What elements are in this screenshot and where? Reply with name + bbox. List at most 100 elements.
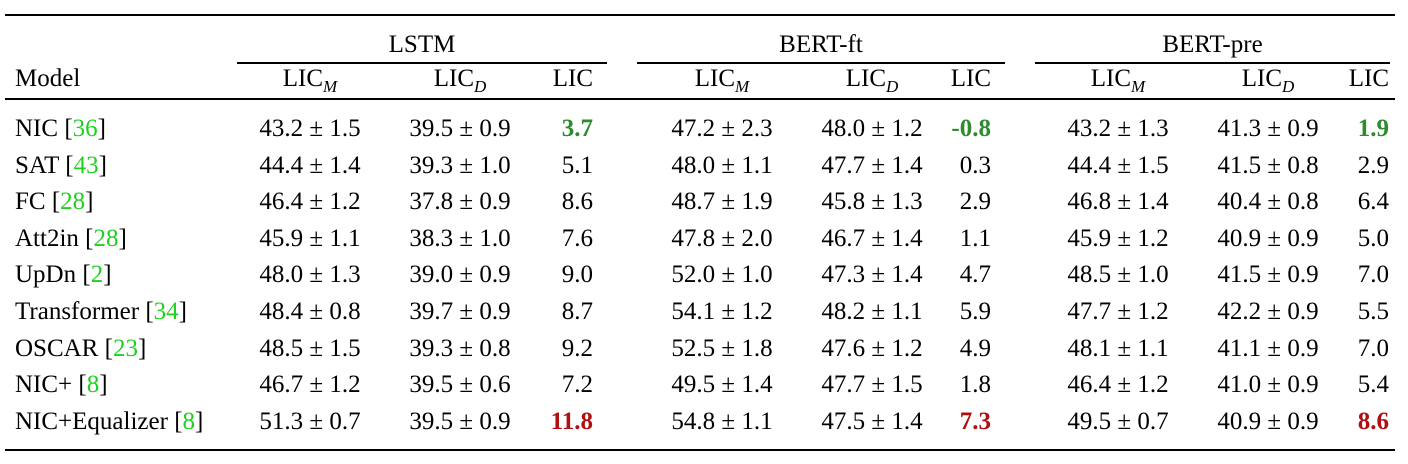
metric-label: LIC xyxy=(694,65,736,92)
lic-m-value: 54.1 ± 1.2 xyxy=(671,298,773,325)
lic-d-value: 39.7 ± 0.9 xyxy=(409,298,511,325)
lic-value: 9.0 xyxy=(561,261,593,289)
lic-m-value: 43.2 ± 1.3 xyxy=(1067,115,1169,142)
model-label: SAT xyxy=(15,151,66,179)
lic-value: 7.2 xyxy=(561,371,593,399)
citation-link: 36 xyxy=(72,115,98,142)
lic-value: 1.9 xyxy=(1357,115,1389,142)
lic-value: 8.6 xyxy=(1357,407,1389,435)
model-name: NIC+Equalizer [8] xyxy=(15,407,204,435)
lic-value: 11.8 xyxy=(550,407,593,435)
lic-value: 0.3 xyxy=(959,151,991,179)
lic-d-value: 41.5 ± 0.8 xyxy=(1217,151,1319,179)
group-header-bert-ft: BERT-ft xyxy=(779,31,863,58)
lic-d-value: 41.1 ± 0.9 xyxy=(1217,334,1319,362)
lic-m-value: 47.8 ± 2.0 xyxy=(671,224,773,252)
citation-link: 34 xyxy=(153,298,179,325)
lic-d-value: 39.3 ± 0.8 xyxy=(409,334,511,362)
lic-value: 7.0 xyxy=(1357,261,1389,289)
model-label: NIC xyxy=(15,115,65,142)
lic-d-value: 39.5 ± 0.9 xyxy=(409,407,511,435)
lic-d-value: 40.4 ± 0.8 xyxy=(1217,188,1319,216)
lic-m-value: 45.9 ± 1.1 xyxy=(259,224,361,252)
lic-d-value: 48.0 ± 1.2 xyxy=(821,115,923,142)
lic-m-value: 45.9 ± 1.2 xyxy=(1067,224,1169,252)
lic-m-value: 49.5 ± 1.4 xyxy=(671,371,773,399)
lic-m-value: 46.4 ± 1.2 xyxy=(1067,371,1169,399)
lic-d-value: 41.0 ± 0.9 xyxy=(1217,371,1319,399)
lic-d-value: 46.7 ± 1.4 xyxy=(821,224,923,252)
lic-m-value: 46.7 ± 1.2 xyxy=(259,371,361,399)
metric-subscript-m: M xyxy=(323,77,338,96)
lic-value: 7.3 xyxy=(959,407,991,435)
metric-label: LIC xyxy=(845,65,886,92)
lic-d-value: 39.3 ± 1.0 xyxy=(409,151,511,179)
lic-d-value: 41.5 ± 0.9 xyxy=(1217,261,1319,289)
group-underline-0 xyxy=(237,62,607,64)
citation-link: 8 xyxy=(86,371,100,399)
model-name: SAT [43] xyxy=(15,151,107,179)
metric-subscript-d: D xyxy=(1282,77,1295,96)
lic-value: 3.7 xyxy=(561,115,593,142)
model-label: NIC+ xyxy=(15,371,79,399)
group-underline-1 xyxy=(637,62,1005,64)
model-label: FC xyxy=(15,188,52,216)
lic-m-value: 47.2 ± 2.3 xyxy=(671,115,773,142)
lic-d-value: 42.2 ± 0.9 xyxy=(1217,298,1319,325)
metric-label: LIC xyxy=(433,65,474,92)
model-label: NIC+Equalizer xyxy=(15,407,175,435)
lic-m-value: 52.0 ± 1.0 xyxy=(671,261,773,289)
metric-header-lic: LIC xyxy=(950,65,991,92)
model-label: UpDn xyxy=(15,261,83,289)
lic-value: 7.6 xyxy=(561,224,593,252)
model-name: Att2in [28] xyxy=(15,224,127,252)
metric-header-lic-m: LICM xyxy=(1043,64,1193,96)
lic-d-value: 48.2 ± 1.1 xyxy=(821,298,923,325)
citation-link: 28 xyxy=(93,224,119,252)
header-rule xyxy=(5,98,1395,100)
metric-subscript-m: M xyxy=(1131,77,1146,96)
group-header-bert-pre: BERT-pre xyxy=(1162,31,1263,58)
lic-m-value: 44.4 ± 1.4 xyxy=(259,151,361,179)
metric-header-lic: LIC xyxy=(1348,65,1389,92)
model-name: UpDn [2] xyxy=(15,261,112,289)
citation-link: 43 xyxy=(73,151,99,179)
lic-d-value: 47.6 ± 1.2 xyxy=(821,334,923,362)
lic-m-value: 44.4 ± 1.5 xyxy=(1067,151,1169,179)
lic-m-value: 46.8 ± 1.4 xyxy=(1067,188,1169,216)
group-underline-2 xyxy=(1035,62,1390,64)
lic-value: 5.1 xyxy=(561,151,593,179)
lic-d-value: 47.5 ± 1.4 xyxy=(821,407,923,435)
model-label: Att2in xyxy=(15,224,86,252)
lic-m-value: 46.4 ± 1.2 xyxy=(259,188,361,216)
metric-header-lic-m: LICM xyxy=(235,64,385,96)
model-name: FC [28] xyxy=(15,188,94,216)
lic-m-value: 51.3 ± 0.7 xyxy=(259,407,361,435)
metric-header-lic: LIC xyxy=(552,65,593,92)
metric-label: LIC xyxy=(1090,65,1132,92)
lic-value: 2.9 xyxy=(1357,151,1389,179)
lic-m-value: 48.5 ± 1.5 xyxy=(259,334,361,362)
lic-value: 5.5 xyxy=(1357,298,1389,325)
lic-d-value: 39.0 ± 0.9 xyxy=(409,261,511,289)
top-rule xyxy=(5,14,1395,16)
lic-d-value: 39.5 ± 0.6 xyxy=(409,371,511,399)
lic-d-value: 47.3 ± 1.4 xyxy=(821,261,923,289)
lic-m-value: 47.7 ± 1.2 xyxy=(1067,298,1169,325)
model-column-header: Model xyxy=(15,65,81,92)
lic-value: 5.9 xyxy=(959,298,991,325)
lic-m-value: 48.7 ± 1.9 xyxy=(671,188,773,216)
lic-value: 1.1 xyxy=(959,224,991,252)
model-name: NIC [36] xyxy=(15,115,106,142)
model-label: Transformer xyxy=(15,298,146,325)
lic-d-value: 45.8 ± 1.3 xyxy=(821,188,923,216)
metric-header-lic-d: LICD xyxy=(385,64,535,95)
metric-subscript-m: M xyxy=(735,77,750,96)
lic-value: 7.0 xyxy=(1357,334,1389,362)
lic-m-value: 48.1 ± 1.1 xyxy=(1067,334,1169,362)
lic-m-value: 49.5 ± 0.7 xyxy=(1067,407,1169,435)
lic-d-value: 47.7 ± 1.4 xyxy=(821,151,923,179)
lic-d-value: 38.3 ± 1.0 xyxy=(409,224,511,252)
citation-link: 23 xyxy=(112,334,138,362)
